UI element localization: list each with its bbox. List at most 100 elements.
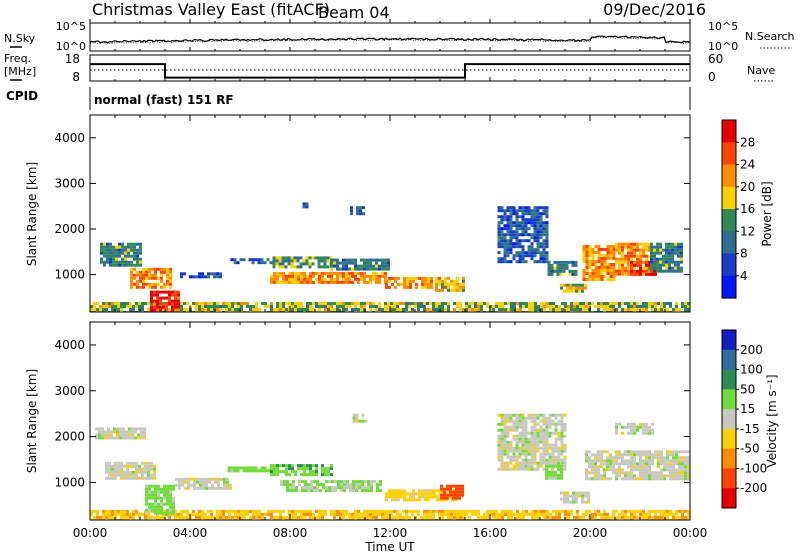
velocity-cell-9 (433, 489, 436, 493)
power-cell-0 (357, 302, 360, 305)
velocity-cell-11 (503, 464, 507, 468)
velocity-cell-0 (273, 515, 276, 519)
velocity-cell-9 (424, 492, 427, 496)
velocity-cell-14 (651, 456, 654, 460)
velocity-cell-0 (207, 515, 210, 519)
power-cell-0 (534, 305, 537, 308)
velocity-cell-0 (249, 518, 252, 520)
power-cell-9 (415, 282, 418, 286)
velocity-cell-11 (527, 413, 531, 417)
power-cell-16 (582, 272, 586, 275)
power-cell-16 (609, 254, 613, 257)
power-cell-1 (109, 260, 112, 264)
velocity-cell-0 (333, 512, 336, 516)
velocity-cell-11 (524, 422, 528, 426)
velocity-cell-14 (645, 474, 648, 478)
velocity-cell-4 (190, 483, 193, 487)
power-cell-0 (354, 302, 357, 305)
power-cell-13 (527, 221, 531, 225)
power-cell-4 (192, 275, 195, 279)
velocity-cell-0 (168, 518, 171, 520)
power-cell-16 (588, 251, 592, 254)
velocity-cell-11 (512, 437, 516, 441)
velocity-cell-3 (166, 493, 169, 497)
velocity-cell-0 (342, 509, 345, 513)
velocity-cell-14 (681, 459, 684, 463)
power-cell-13 (524, 227, 528, 231)
power-cell-16 (588, 248, 592, 251)
velocity-cell-0 (525, 518, 528, 520)
velocity-cell-6 (291, 467, 294, 471)
power-cell-18 (639, 260, 642, 264)
velocity-cell-11 (506, 449, 510, 453)
velocity-cell-3 (148, 496, 151, 500)
power-cell-4 (210, 272, 213, 276)
velocity-cell-2 (147, 470, 150, 474)
velocity-cell-1 (110, 433, 113, 437)
velocity-cell-0 (684, 509, 687, 513)
power-cell-0 (564, 302, 567, 305)
velocity-cell-14 (675, 477, 678, 481)
velocity-cell-6 (291, 470, 294, 474)
velocity-cell-3 (172, 502, 175, 506)
velocity-cell-14 (678, 465, 681, 469)
power-cell-0 (219, 308, 222, 311)
power-cell-7 (360, 274, 363, 278)
power-cell-6 (317, 262, 321, 266)
velocity-cell-11 (530, 431, 534, 435)
power-cell-8 (387, 264, 390, 268)
power-cell-0 (552, 308, 555, 311)
velocity-cell-5 (245, 469, 249, 473)
power-cell-13 (497, 242, 501, 246)
power-cell-13 (503, 212, 507, 216)
velocity-cell-0 (654, 512, 657, 516)
power-cell-17 (636, 257, 639, 261)
power-cell-18 (630, 272, 633, 276)
velocity-cell-6 (312, 470, 315, 474)
power-cell-0 (669, 305, 672, 308)
velocity-cell-2 (144, 470, 147, 474)
velocity-cell-15 (648, 431, 651, 435)
velocity-cell-0 (537, 509, 540, 513)
velocity-cell-0 (309, 518, 312, 520)
power-cell-13 (545, 239, 549, 243)
velocity-cell-14 (597, 459, 600, 463)
velocity-cell-0 (555, 512, 558, 516)
velocity-cell-7 (337, 483, 340, 487)
velocity-cell-11 (560, 431, 564, 435)
velocity-cell-0 (540, 509, 543, 513)
velocity-cell-0 (534, 515, 537, 519)
velocity-cell-0 (675, 512, 678, 516)
velocity-cell-11 (533, 422, 537, 426)
power-cell-0 (603, 305, 606, 308)
velocity-cell-0 (429, 518, 432, 520)
power-cell-2 (163, 282, 166, 286)
velocity-cell-12 (560, 467, 563, 471)
velocity-cell-11 (560, 452, 564, 456)
power-cell-0 (561, 302, 564, 305)
power-cell-7 (357, 271, 360, 275)
velocity-cell-0 (366, 518, 369, 520)
velocity-cell-0 (162, 515, 165, 519)
velocity-cell-0 (267, 518, 270, 520)
velocity-cell-14 (603, 474, 606, 478)
power-cell-0 (660, 308, 663, 311)
power-cell-7 (381, 274, 384, 278)
power-cell-5 (254, 258, 258, 262)
velocity-cell-6 (282, 464, 285, 468)
power-cell-13 (497, 257, 501, 261)
power-cell-0 (549, 308, 552, 311)
power-cbar-tick-label: 4 (740, 269, 748, 283)
power-cell-7 (345, 277, 348, 281)
power-cell-0 (213, 305, 216, 308)
power-cell-13 (500, 227, 504, 231)
velocity-cell-11 (554, 413, 558, 417)
power-cell-0 (684, 308, 687, 311)
velocity-cell-14 (603, 468, 606, 472)
velocity-cell-2 (105, 467, 108, 471)
power-cell-2 (142, 273, 145, 277)
velocity-cell-13 (560, 497, 563, 501)
velocity-cell-0 (309, 509, 312, 513)
power-cell-1 (127, 263, 130, 267)
power-cell-13 (527, 212, 531, 216)
